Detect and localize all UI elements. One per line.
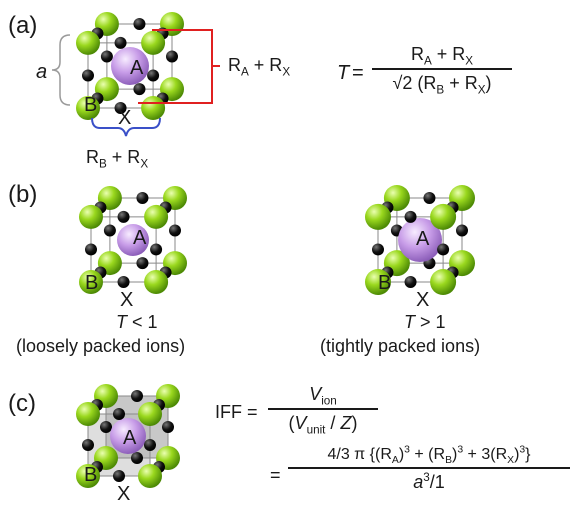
cell-c-b-sphere bbox=[138, 464, 162, 488]
ion-a-label-b-right: A bbox=[416, 228, 430, 250]
cell-b-left-x-sphere bbox=[169, 224, 181, 237]
cell-b-right-x-sphere bbox=[404, 276, 417, 288]
cell-c-b-sphere bbox=[76, 402, 100, 426]
cell-c-x-sphere bbox=[131, 452, 143, 464]
cell-b-left-x-sphere bbox=[117, 210, 130, 223]
iff-denominator-1: (Vunit / Z) bbox=[288, 412, 358, 437]
cell-b-left-b-sphere bbox=[144, 270, 169, 294]
iff-lhs: IFF = bbox=[215, 402, 258, 422]
cell-c-x-sphere bbox=[100, 421, 112, 433]
ion-b-label-b-left: B bbox=[85, 272, 99, 294]
panel-a-label: (a) bbox=[8, 12, 38, 39]
iff-denominator-2: a3/1 bbox=[413, 470, 445, 492]
cell-a-x-sphere bbox=[133, 83, 146, 96]
dim-ra-rx: RA + RX bbox=[228, 55, 291, 79]
caption-left: (loosely packed ions) bbox=[16, 336, 186, 356]
tolerance-equals: = bbox=[352, 62, 364, 84]
cell-b-left-a-sphere bbox=[117, 224, 149, 256]
cell-b-left-b-sphere bbox=[144, 204, 169, 229]
fraction-bar bbox=[372, 68, 512, 70]
cell-c-x-sphere bbox=[144, 439, 156, 451]
cell-a-x-sphere bbox=[166, 50, 178, 63]
cell-c-x-sphere bbox=[82, 439, 94, 451]
ion-x-label-a: X bbox=[118, 107, 132, 129]
iff-numerator-1: Vion bbox=[309, 384, 337, 408]
cell-b-right-b-sphere bbox=[365, 269, 391, 295]
dim-ra-rx-text: RA + RX bbox=[228, 55, 291, 79]
ion-a-label-b-left: A bbox=[133, 227, 147, 249]
tolerance-t-label: T bbox=[337, 62, 350, 84]
cell-a-b-sphere bbox=[141, 96, 166, 120]
cell-b-right-x-sphere bbox=[437, 243, 450, 256]
ion-x-label-b-right: X bbox=[416, 289, 430, 311]
cell-a-x-sphere bbox=[100, 50, 113, 63]
cell-a-b-sphere bbox=[141, 30, 166, 55]
tolerance-denominator: √2 (RB + RX) bbox=[392, 72, 492, 97]
ion-b-label-a: B bbox=[84, 94, 98, 116]
cell-a-a-sphere bbox=[111, 47, 149, 85]
lattice-param-label: a bbox=[36, 61, 48, 83]
cell-a-x-sphere bbox=[147, 69, 160, 82]
caption-right: (tightly packed ions) bbox=[320, 336, 481, 356]
cell-b-right-b-sphere bbox=[365, 203, 391, 230]
ion-b-label-c: B bbox=[84, 464, 98, 486]
cell-b-right-x-sphere bbox=[404, 210, 417, 223]
cell-b-right-x-sphere bbox=[456, 224, 468, 237]
cell-c-b-sphere bbox=[76, 464, 100, 488]
cell-c-a-sphere bbox=[110, 418, 146, 454]
cell-b-right-b-sphere bbox=[430, 269, 457, 295]
cell-b-left-x-sphere bbox=[103, 224, 116, 237]
iff-equals-2: = bbox=[270, 465, 281, 485]
tolerance-numerator: RA + RX bbox=[410, 44, 474, 68]
cell-a-x-sphere bbox=[82, 69, 94, 82]
cell-b-left-x-sphere bbox=[150, 243, 163, 256]
ion-b-label-b-right: B bbox=[378, 272, 392, 294]
tolerance-fraction: RA + RX √2 (RB + RX) bbox=[372, 44, 512, 97]
cell-b-left-x-sphere bbox=[136, 192, 149, 204]
ion-a-label-c: A bbox=[123, 427, 137, 449]
condition-left: T < 1 bbox=[116, 312, 158, 332]
fraction-bar bbox=[268, 408, 378, 410]
ion-a-label-a: A bbox=[130, 57, 144, 79]
cell-c-x-sphere bbox=[162, 421, 174, 433]
cell-a-x-sphere bbox=[133, 18, 146, 30]
cell-a-x-sphere bbox=[114, 36, 127, 49]
iff-numerator-2: 4/3 π {(RA)3 + (RB)3 + 3(RX)3} bbox=[327, 444, 531, 467]
ion-x-label-c: X bbox=[117, 483, 131, 505]
cell-b-right-a-sphere bbox=[398, 218, 442, 262]
fraction-bar bbox=[288, 467, 570, 469]
cell-c-x-sphere bbox=[113, 408, 125, 420]
cell-b-left-x-sphere bbox=[136, 257, 149, 270]
cell-b-left-x-sphere bbox=[85, 243, 97, 256]
cell-c-x-sphere bbox=[113, 470, 125, 482]
cell-c-x-sphere bbox=[131, 390, 143, 402]
iff-fraction-1: Vion (Vunit / Z) bbox=[268, 384, 378, 437]
lattice-param-brace bbox=[51, 34, 71, 106]
cell-b-left-b-sphere bbox=[79, 204, 103, 229]
cell-a-x-sphere bbox=[114, 102, 127, 114]
cell-b-right-x-sphere bbox=[423, 192, 436, 204]
dim-rb-rx: RB + RX bbox=[86, 147, 149, 171]
cell-b-left-b-sphere bbox=[79, 270, 103, 294]
cell-b-right-b-sphere bbox=[430, 203, 457, 230]
cell-c-b-sphere bbox=[138, 402, 162, 426]
panel-c-label: (c) bbox=[8, 390, 36, 417]
ion-x-label-b-left: X bbox=[120, 289, 134, 311]
condition-right: T > 1 bbox=[404, 312, 446, 332]
cell-b-right-x-sphere bbox=[372, 243, 384, 256]
panel-b-label: (b) bbox=[8, 181, 38, 208]
cell-a-b-sphere bbox=[76, 96, 100, 120]
iff-fraction-2: 4/3 π {(RA)3 + (RB)3 + 3(RX)3} a3/1 bbox=[288, 444, 570, 493]
cell-a-b-sphere bbox=[76, 30, 100, 55]
rb-rx-bracket bbox=[91, 117, 161, 137]
cell-b-left-x-sphere bbox=[117, 276, 130, 288]
